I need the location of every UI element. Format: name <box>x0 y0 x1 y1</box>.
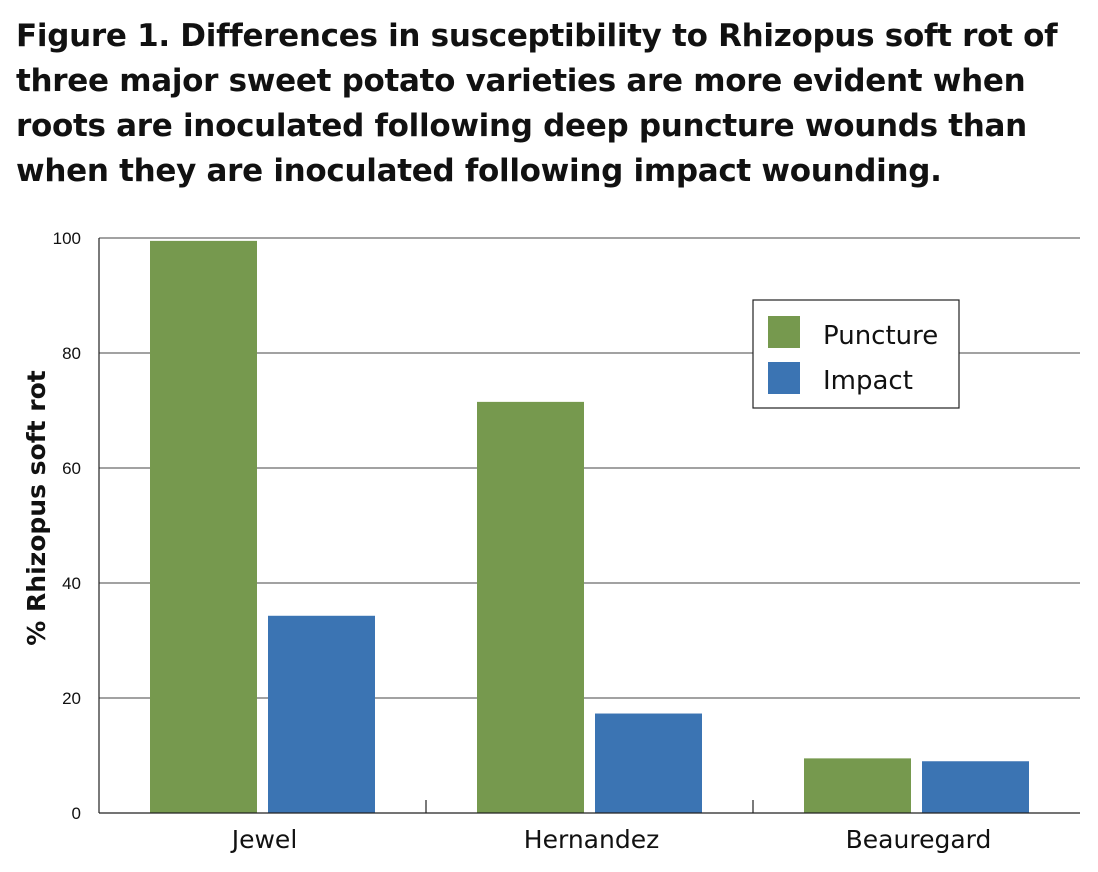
legend-label-impact: Impact <box>823 366 913 396</box>
y-tick-label: 60 <box>62 459 81 478</box>
axes <box>98 238 1080 814</box>
x-category-label: Jewel <box>230 825 298 854</box>
bar-puncture-jewel <box>150 240 257 813</box>
x-category-labels: Jewel Hernandez Beauregard <box>230 825 992 854</box>
bar-impact-jewel <box>268 615 375 813</box>
y-tick-label: 40 <box>62 574 81 593</box>
legend-label-puncture: Puncture <box>823 321 938 351</box>
y-tick-label: 0 <box>72 804 81 823</box>
bar-impact-hernandez <box>595 713 702 813</box>
bar-puncture-beauregard <box>804 758 911 813</box>
y-axis-label: % Rhizopus soft rot <box>22 370 51 645</box>
y-tick-labels: 0 20 40 60 80 100 <box>53 229 81 823</box>
gridlines <box>99 237 1080 699</box>
legend-swatch-puncture <box>768 316 800 348</box>
x-category-label: Hernandez <box>524 825 659 854</box>
legend: Puncture Impact <box>752 299 960 409</box>
chart-title: Figure 1. Differences in susceptibility … <box>16 18 1058 189</box>
x-category-label: Beauregard <box>846 825 992 854</box>
y-tick-label: 80 <box>62 344 81 363</box>
y-tick-label: 20 <box>62 689 81 708</box>
bars <box>150 240 1029 813</box>
y-tick-label: 100 <box>53 229 81 248</box>
legend-swatch-impact <box>768 362 800 394</box>
bar-puncture-hernandez <box>477 401 584 813</box>
bar-impact-beauregard <box>922 761 1029 813</box>
